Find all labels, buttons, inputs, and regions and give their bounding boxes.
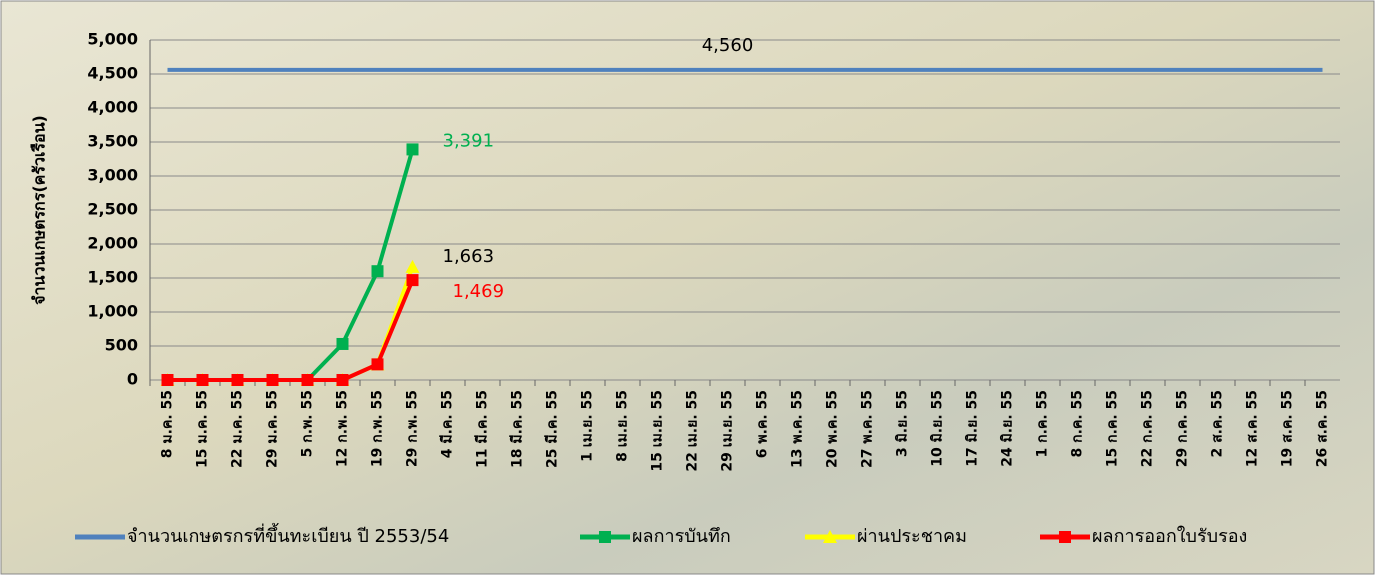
x-tick-label: 22 ก.ค. 55 [1140, 390, 1156, 467]
marker [196, 374, 209, 386]
marker [406, 143, 419, 156]
x-tick-label: 8 ม.ค. 55 [160, 390, 176, 458]
legend-marker [823, 530, 837, 543]
marker [231, 374, 244, 386]
data-label: 3,391 [443, 130, 495, 151]
x-tick-label: 25 มี.ค. 55 [545, 390, 561, 468]
x-tick-label: 8 ก.ค. 55 [1070, 390, 1086, 457]
y-tick-label: 4,500 [87, 64, 138, 83]
x-tick-label: 6 พ.ค. 55 [755, 390, 771, 458]
marker [301, 374, 314, 386]
data-label: 1,663 [443, 246, 495, 267]
x-tick-label: 15 ก.ค. 55 [1105, 390, 1121, 467]
x-tick-label: 29 ก.ค. 55 [1175, 390, 1191, 467]
legend-marker [1059, 531, 1071, 543]
x-tick-label: 15 ม.ค. 55 [195, 390, 211, 468]
x-tick-label: 22 เม.ย. 55 [685, 390, 701, 472]
legend-label: ผลการออกใบรับรอง [1092, 525, 1247, 547]
x-tick-label: 18 มี.ค. 55 [510, 390, 526, 468]
y-tick-label: 0 [127, 370, 138, 389]
y-tick-label: 2,000 [87, 234, 138, 253]
y-tick-label: 3,000 [87, 166, 138, 185]
y-tick-label: 2,500 [87, 200, 138, 219]
x-tick-label: 11 มี.ค. 55 [475, 390, 491, 468]
x-tick-label: 12 ส.ค. 55 [1245, 390, 1261, 467]
x-tick-label: 20 พ.ค. 55 [825, 390, 841, 468]
y-tick-label: 500 [105, 336, 138, 355]
x-tick-label: 17 มิ.ย. 55 [965, 390, 981, 467]
x-tick-label: 2 ส.ค. 55 [1210, 390, 1226, 458]
x-tick-label: 29 ก.พ. 55 [405, 390, 421, 467]
marker [406, 274, 419, 287]
data-label: 4,560 [702, 35, 754, 56]
legend-label: จำนวนเกษตรกรที่ขึ้นทะเบียน ปี 2553/54 [127, 523, 449, 547]
x-tick-label: 8 เม.ย. 55 [615, 390, 631, 462]
legend-label: ผลการบันทึก [632, 526, 731, 547]
x-tick-label: 22 ม.ค. 55 [230, 390, 246, 468]
marker [371, 358, 384, 371]
marker [336, 374, 349, 386]
x-tick-label: 19 ก.พ. 55 [370, 390, 386, 467]
y-tick-label: 1,500 [87, 268, 138, 287]
legend-label: ผ่านประชาคม [857, 526, 967, 547]
y-axis-label: จำนวนเกษตรกร(ครัวเรือน) [30, 115, 49, 305]
y-tick-label: 4,000 [87, 98, 138, 117]
marker [336, 337, 349, 350]
y-tick-label: 3,500 [87, 132, 138, 151]
x-tick-label: 27 พ.ค. 55 [860, 390, 876, 468]
x-tick-label: 29 ม.ค. 55 [265, 390, 281, 468]
y-tick-label: 5,000 [87, 30, 138, 49]
x-tick-label: 1 เม.ย. 55 [580, 390, 596, 462]
x-tick-label: 5 ก.พ. 55 [300, 390, 316, 457]
x-tick-label: 1 ก.ค. 55 [1035, 390, 1051, 457]
legend-marker [599, 531, 611, 543]
x-tick-label: 15 เม.ย. 55 [650, 390, 666, 472]
marker [161, 374, 174, 386]
x-tick-label: 19 ส.ค. 55 [1280, 390, 1296, 467]
x-tick-label: 4 มี.ค. 55 [440, 390, 456, 458]
marker [371, 265, 384, 278]
marker [266, 374, 279, 386]
x-tick-label: 3 มิ.ย. 55 [895, 390, 911, 457]
x-tick-label: 24 มิ.ย. 55 [1000, 390, 1016, 467]
y-tick-label: 1,000 [87, 302, 138, 321]
x-tick-label: 26 ส.ค. 55 [1315, 390, 1331, 467]
marker [405, 259, 420, 273]
x-tick-label: 12 ก.พ. 55 [335, 390, 351, 467]
data-label: 1,469 [453, 281, 505, 302]
x-tick-label: 13 พ.ค. 55 [790, 390, 806, 468]
x-tick-label: 29 เม.ย. 55 [720, 390, 736, 472]
x-tick-label: 10 มิ.ย. 55 [930, 390, 946, 467]
